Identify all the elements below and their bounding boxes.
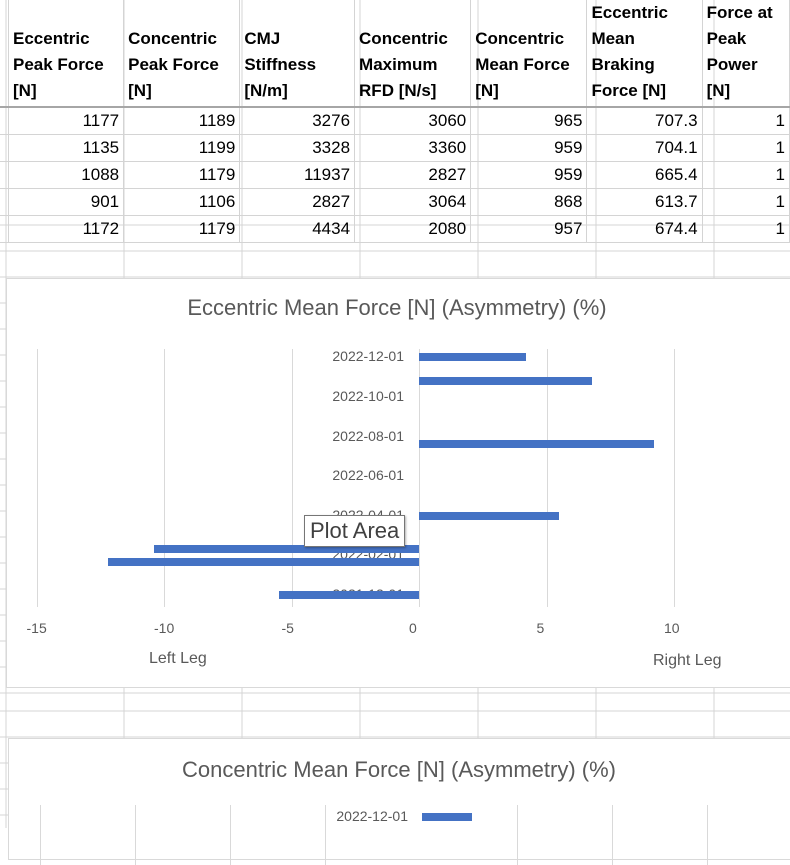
table-cell[interactable]: 959 (470, 161, 588, 189)
table-cell[interactable]: 3064 (354, 188, 472, 216)
chart-bar (419, 377, 593, 386)
table-cell[interactable]: 1088 (8, 161, 125, 189)
x-tick-label: 5 (536, 620, 545, 636)
chart-bar (278, 591, 419, 599)
table-cell[interactable]: 1172 (8, 215, 125, 243)
table-cell[interactable]: 704.1 (586, 134, 703, 162)
chart-bar (419, 353, 527, 361)
table-cell[interactable]: 965 (470, 107, 588, 135)
table-cell[interactable] (0, 161, 9, 189)
chart-gridline (164, 349, 165, 607)
table-cell[interactable]: 665.4 (586, 161, 703, 189)
table-cell[interactable]: 674.4 (586, 215, 703, 243)
table-cell[interactable] (0, 188, 9, 216)
y-tick-label: 2022-10-01 (332, 387, 404, 404)
chart-title: Eccentric Mean Force [N] (Asymmetry) (%) (187, 295, 607, 320)
table-cell[interactable]: 2080 (354, 215, 472, 243)
header-concentric-peak-force[interactable]: Concentric Peak Force [N] (123, 0, 241, 108)
chart-bar (419, 440, 654, 449)
plot-area-tooltip: Plot Area (304, 515, 406, 547)
y-tick-label: 2022-06-01 (332, 467, 404, 484)
table-cell[interactable]: 1189 (123, 107, 241, 135)
table-cell[interactable]: 1 (702, 107, 790, 135)
table-cell[interactable]: 901 (8, 188, 125, 216)
table-cell[interactable]: 1 (702, 215, 790, 243)
right-leg-label: Right Leg (653, 652, 722, 669)
table-cell[interactable] (0, 215, 9, 243)
table-cell[interactable] (0, 134, 9, 162)
table-cell[interactable]: 1179 (123, 161, 241, 189)
x-tick-label: 0 (409, 620, 417, 636)
x-tick-label: -10 (154, 620, 175, 636)
table-cell[interactable]: 1179 (123, 215, 241, 243)
header-force-at-peak-power[interactable]: Force at Peak Power [N] (702, 0, 790, 108)
table-cell[interactable]: 2827 (239, 188, 356, 216)
table-row: 901 1106 2827 3064 868 613.7 1 (0, 188, 790, 216)
chart-y-axis-label: 2022-12-01 (336, 808, 408, 824)
chart-bar (153, 544, 419, 553)
table-cell[interactable]: 3060 (354, 107, 472, 135)
header-concentric-mean-force[interactable]: Concentric Mean Force [N] (470, 0, 588, 108)
x-tick-label: 10 (664, 620, 680, 636)
chart-gridline (546, 349, 548, 607)
table-cell[interactable]: 613.7 (586, 188, 703, 216)
table-cell[interactable]: 3328 (239, 134, 356, 162)
chart-bar (107, 558, 419, 567)
header-concentric-maximum-rfd[interactable]: Concentric Maximum RFD [N/s] (354, 0, 472, 108)
header-cmj-stiffness[interactable]: CMJ Stiffness [N/m] (239, 0, 356, 108)
header-cell-prev[interactable] (0, 0, 9, 108)
table-cell[interactable]: 11937 (239, 161, 356, 189)
y-tick-label: 2022-08-01 (332, 427, 404, 444)
eccentric-asymmetry-chart[interactable]: Eccentric Mean Force [N] (Asymmetry) (%)… (6, 278, 790, 688)
table-cell[interactable]: 1106 (123, 188, 241, 216)
table-cell[interactable]: 868 (470, 188, 588, 216)
spreadsheet-table[interactable]: Eccentric Peak Force [N] Concentric Peak… (0, 0, 790, 243)
table-cell[interactable]: 2827 (354, 161, 472, 189)
table-row: 1135 1199 3328 3360 959 704.1 1 (0, 134, 790, 162)
chart-bar (422, 813, 472, 821)
table-cell[interactable]: 3276 (239, 107, 356, 135)
table-cell[interactable]: 1135 (8, 134, 125, 162)
table-cell[interactable] (0, 107, 9, 135)
table-row: 1177 1189 3276 3060 965 707.3 1 (0, 107, 790, 135)
concentric-asymmetry-chart[interactable]: Concentric Mean Force [N] (Asymmetry) (%… (8, 738, 790, 865)
chart-gridline (36, 349, 38, 607)
chart-gridline (674, 349, 675, 607)
table-cell[interactable]: 707.3 (586, 107, 703, 135)
chart-gridline (419, 349, 420, 607)
table-cell[interactable]: 1 (702, 188, 790, 216)
table-row: 1172 1179 4434 2080 957 674.4 1 (0, 215, 790, 243)
chart-title: Concentric Mean Force [N] (Asymmetry) (%… (182, 757, 616, 782)
table-cell[interactable]: 1199 (123, 134, 241, 162)
table-cell[interactable]: 1 (702, 134, 790, 162)
x-tick-label: -15 (26, 620, 47, 636)
table-cell[interactable]: 1177 (8, 107, 125, 135)
table-cell[interactable]: 3360 (354, 134, 472, 162)
table-row: 1088 1179 11937 2827 959 665.4 1 (0, 161, 790, 189)
x-tick-label: -5 (281, 620, 294, 636)
table-cell[interactable]: 1 (702, 161, 790, 189)
header-eccentric-mean-braking-force[interactable]: Eccentric Mean Braking Force [N] (586, 0, 703, 108)
header-row: Eccentric Peak Force [N] Concentric Peak… (0, 0, 790, 108)
chart-gridline (291, 349, 293, 607)
header-eccentric-peak-force[interactable]: Eccentric Peak Force [N] (8, 0, 125, 108)
y-tick-label: 2022-12-01 (332, 348, 404, 364)
left-leg-label: Left Leg (149, 650, 207, 667)
table-cell[interactable]: 4434 (239, 215, 356, 243)
chart-bar (419, 512, 560, 521)
table-cell[interactable]: 959 (470, 134, 588, 162)
table-cell[interactable]: 957 (470, 215, 588, 243)
